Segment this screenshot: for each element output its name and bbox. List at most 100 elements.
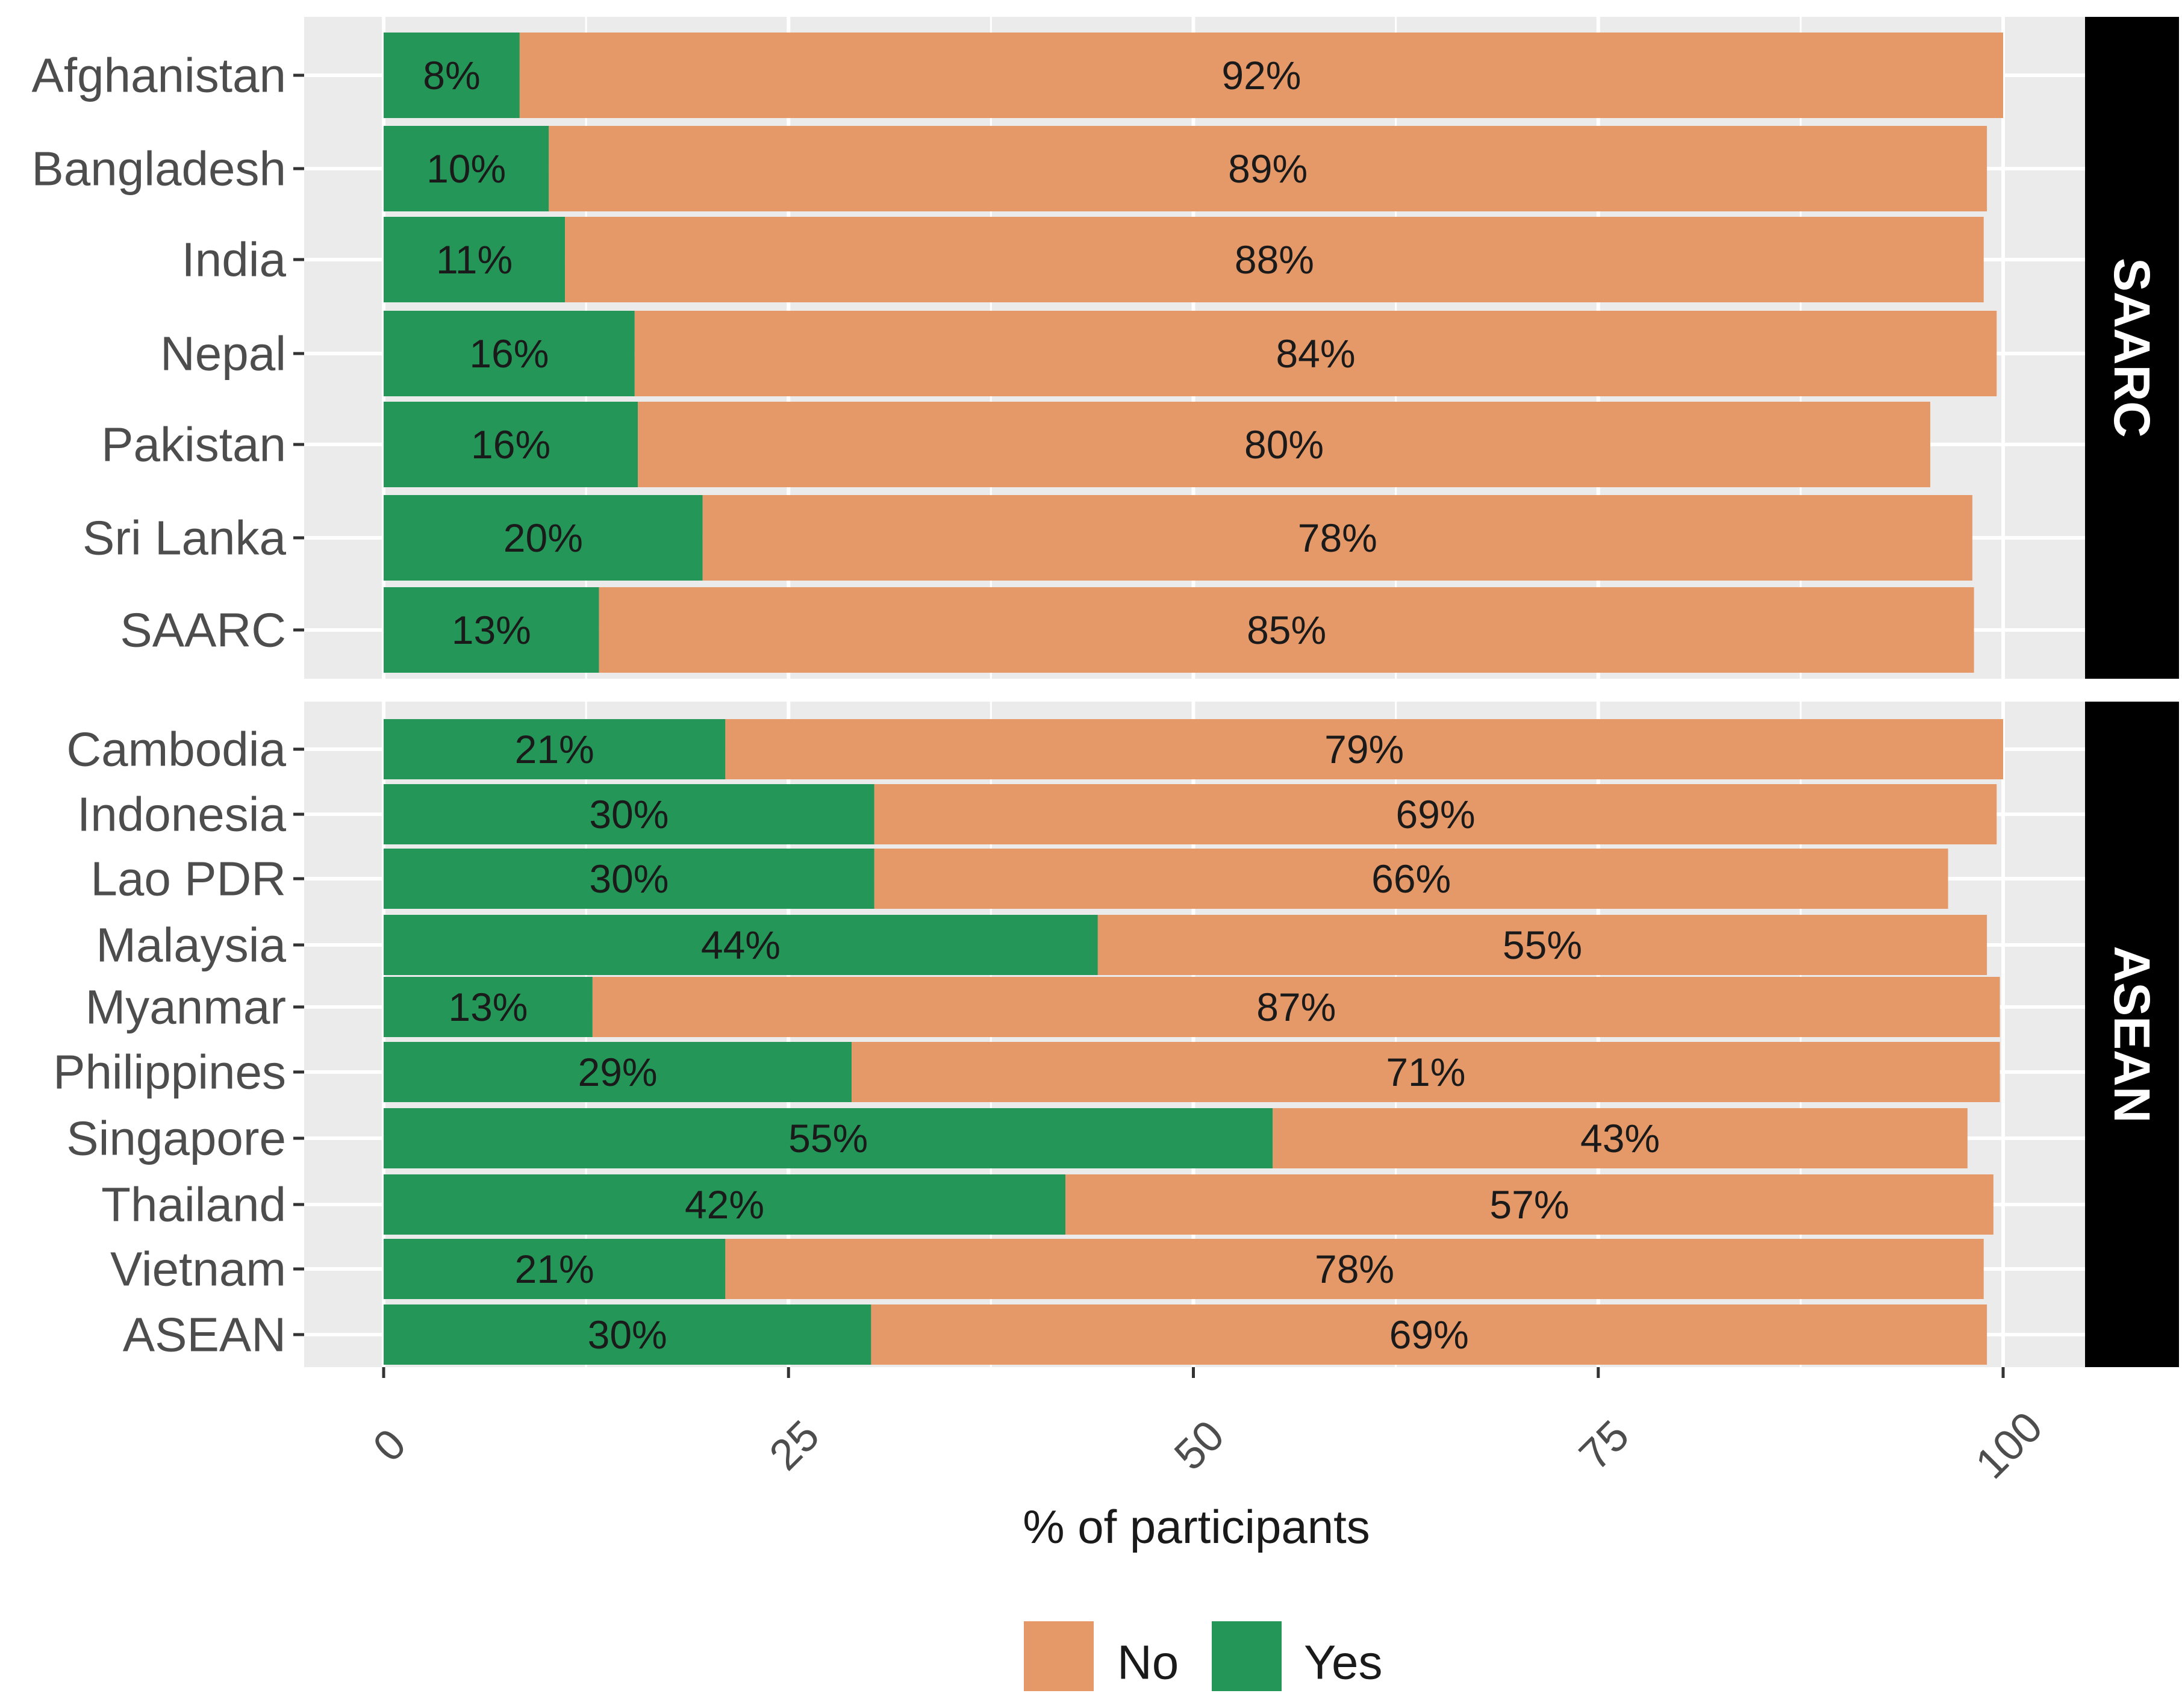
category-label: ASEAN bbox=[123, 1308, 286, 1362]
panels-layer: Afghanistan 8% 92% Bangladesh 10% 89% India 11%… bbox=[31, 17, 2179, 1367]
data-label-no: 79% bbox=[1324, 727, 1404, 771]
bar-no-afghanistan bbox=[519, 33, 2003, 118]
bar-yes-asean bbox=[384, 1304, 871, 1365]
x-axis-title: % of participants bbox=[1023, 1500, 1370, 1553]
x-tick-label: 100 bbox=[1966, 1403, 2052, 1488]
category-label: Nepal bbox=[160, 327, 286, 381]
bar-no-malaysia bbox=[1097, 915, 1987, 975]
data-label-no: 87% bbox=[1256, 985, 1336, 1029]
bar-yes-philippines bbox=[384, 1042, 852, 1102]
facet-strip bbox=[2085, 17, 2179, 679]
data-label-yes: 16% bbox=[471, 422, 550, 467]
data-label-yes: 20% bbox=[503, 516, 583, 560]
data-label-no: 69% bbox=[1395, 792, 1475, 837]
data-label-yes: 10% bbox=[426, 146, 506, 191]
bar-yes-singapore bbox=[384, 1108, 1273, 1168]
x-tick-label: 50 bbox=[1165, 1411, 1233, 1479]
data-label-no: 85% bbox=[1247, 608, 1326, 652]
category-label: Singapore bbox=[66, 1112, 286, 1165]
category-label: Thailand bbox=[101, 1178, 286, 1232]
category-label: Sri Lanka bbox=[83, 511, 286, 565]
data-label-yes: 13% bbox=[448, 985, 528, 1029]
bar-yes-bangladesh bbox=[384, 126, 549, 211]
category-label: India bbox=[182, 233, 287, 287]
bar-no-myanmar bbox=[592, 977, 2000, 1037]
category-label: Malaysia bbox=[96, 918, 286, 972]
bar-no-philippines bbox=[852, 1042, 2000, 1102]
data-label-no: 55% bbox=[1503, 923, 1582, 967]
legend-key-yes bbox=[1212, 1621, 1282, 1691]
data-label-no: 92% bbox=[1221, 53, 1301, 98]
bar-no-indonesia bbox=[874, 784, 1997, 844]
bar-yes-afghanistan bbox=[384, 33, 520, 118]
category-label: Myanmar bbox=[86, 980, 286, 1034]
legend-item-yes: Yes bbox=[1212, 1621, 1383, 1691]
data-label-yes: 11% bbox=[436, 237, 513, 282]
data-label-no: 84% bbox=[1276, 331, 1355, 376]
data-label-no: 66% bbox=[1371, 856, 1451, 901]
data-label-no: 78% bbox=[1315, 1247, 1394, 1291]
data-label-yes: 21% bbox=[515, 727, 594, 771]
legend-item-no: No bbox=[1024, 1621, 1179, 1691]
bar-yes-cambodia bbox=[384, 719, 726, 779]
facet-panel-asean: Cambodia 21% 79% Indonesia 30% 69% Lao PDR 30% 6… bbox=[53, 702, 2179, 1367]
facet-panel-saarc: Afghanistan 8% 92% Bangladesh 10% 89% India 11%… bbox=[31, 17, 2179, 679]
data-label-yes: 30% bbox=[588, 1312, 667, 1357]
category-label: Indonesia bbox=[77, 788, 286, 841]
bar-yes-sri-lanka bbox=[384, 495, 703, 581]
x-tick-label: 0 bbox=[364, 1420, 416, 1471]
bar-no-bangladesh bbox=[549, 126, 1987, 211]
bar-no-lao-pdr bbox=[874, 849, 1948, 909]
bar-no-singapore bbox=[1273, 1108, 1968, 1168]
x-tick-label: 25 bbox=[761, 1411, 829, 1479]
bar-yes-myanmar bbox=[384, 977, 593, 1037]
bar-no-asean bbox=[871, 1304, 1987, 1365]
x-axis: 0 25 50 75 100 bbox=[364, 1367, 2052, 1488]
bar-no-sri-lanka bbox=[702, 495, 1972, 581]
category-label: Vietnam bbox=[110, 1242, 286, 1296]
data-label-yes: 8% bbox=[423, 53, 480, 98]
facet-strip bbox=[2085, 702, 2179, 1367]
bar-yes-thailand bbox=[384, 1174, 1066, 1235]
bar-yes-indonesia bbox=[384, 784, 874, 844]
data-label-yes: 16% bbox=[469, 331, 549, 376]
category-label: Pakistan bbox=[101, 418, 286, 472]
bar-no-cambodia bbox=[725, 719, 2004, 779]
category-label: Philippines bbox=[53, 1046, 286, 1099]
facet-strip-label: ASEAN bbox=[2104, 946, 2160, 1123]
data-label-no: 78% bbox=[1298, 516, 1377, 560]
category-label: Cambodia bbox=[66, 723, 286, 776]
data-label-yes: 30% bbox=[589, 856, 669, 901]
bar-no-thailand bbox=[1065, 1174, 1993, 1235]
bar-no-vietnam bbox=[725, 1239, 1984, 1299]
category-label: Bangladesh bbox=[31, 142, 286, 196]
data-label-yes: 29% bbox=[578, 1050, 658, 1094]
bar-yes-pakistan bbox=[384, 402, 638, 487]
data-label-yes: 42% bbox=[685, 1182, 764, 1227]
data-label-no: 89% bbox=[1228, 146, 1308, 191]
legend-label-yes: Yes bbox=[1304, 1636, 1383, 1689]
bar-no-nepal bbox=[634, 311, 1997, 396]
data-label-yes: 44% bbox=[701, 923, 781, 967]
category-label: Afghanistan bbox=[31, 49, 286, 102]
facet-strip-label: SAARC bbox=[2104, 258, 2160, 438]
data-label-no: 69% bbox=[1389, 1312, 1469, 1357]
bar-yes-india bbox=[384, 217, 566, 302]
data-label-yes: 21% bbox=[515, 1247, 594, 1291]
bar-no-india bbox=[565, 217, 1984, 302]
legend-label-no: No bbox=[1117, 1636, 1179, 1689]
data-label-no: 43% bbox=[1580, 1116, 1660, 1161]
data-label-yes: 13% bbox=[452, 608, 531, 652]
data-label-no: 88% bbox=[1235, 237, 1314, 282]
data-label-no: 80% bbox=[1244, 422, 1324, 467]
data-label-no: 57% bbox=[1489, 1182, 1569, 1227]
bar-yes-vietnam bbox=[384, 1239, 726, 1299]
bar-yes-nepal bbox=[384, 311, 635, 396]
bar-no-saarc bbox=[599, 587, 1974, 673]
data-label-no: 71% bbox=[1386, 1050, 1465, 1094]
x-tick-label: 75 bbox=[1570, 1411, 1638, 1479]
category-label: SAARC bbox=[120, 603, 286, 657]
data-label-yes: 55% bbox=[788, 1116, 868, 1161]
